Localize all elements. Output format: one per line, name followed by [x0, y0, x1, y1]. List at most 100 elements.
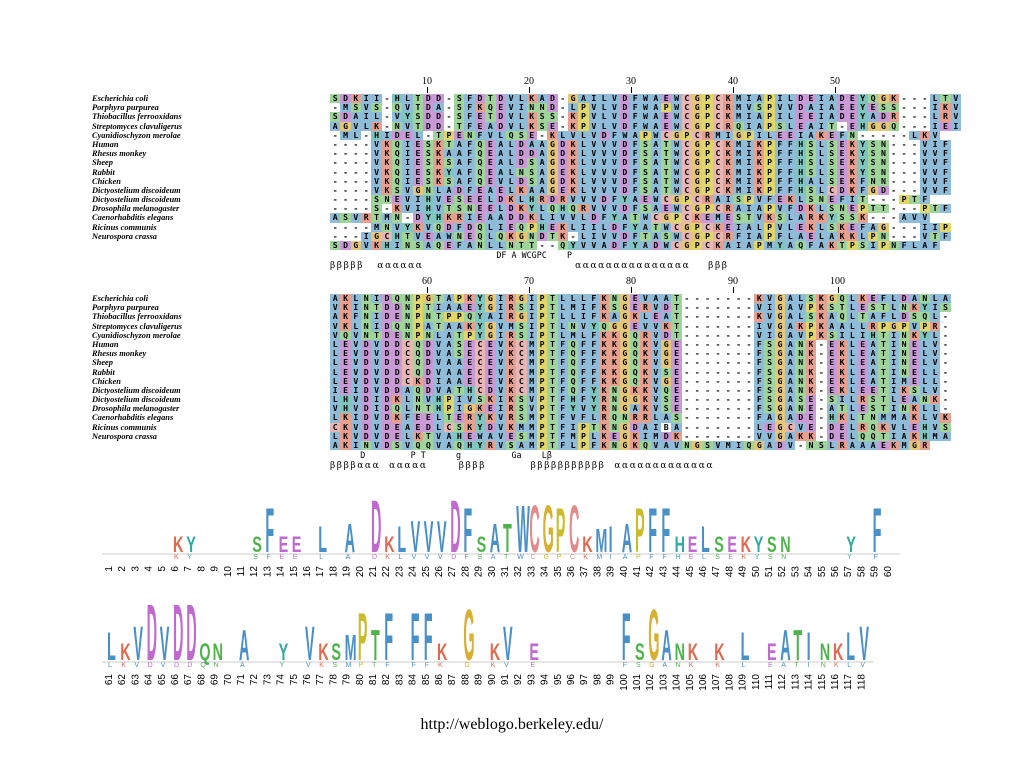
residue: D — [619, 231, 630, 242]
residue: E — [464, 431, 475, 442]
residue: F — [588, 348, 599, 359]
residue: - — [736, 293, 742, 303]
logo-position-label: 38 — [592, 566, 603, 578]
residue: V — [919, 213, 930, 223]
residue: W — [671, 121, 682, 131]
residue: E — [857, 358, 868, 368]
species-name: Neurospora crassa — [92, 231, 157, 241]
residue: I — [743, 148, 755, 159]
residue: G — [774, 404, 786, 414]
residue: D — [526, 148, 537, 159]
residue: I — [888, 330, 899, 340]
residue: P — [536, 330, 548, 340]
residue: - — [746, 384, 752, 395]
residue: - — [943, 329, 948, 340]
residue: A — [754, 231, 765, 242]
residue: C — [681, 167, 693, 177]
residue: E — [795, 112, 806, 122]
residue: L — [929, 112, 941, 122]
residue: A — [640, 240, 651, 251]
residue: P — [536, 293, 548, 304]
residue: - — [901, 184, 907, 195]
logo-position-label: 80 — [355, 674, 366, 686]
residue: V — [598, 231, 610, 242]
residue: Y — [619, 194, 630, 205]
residue: E — [454, 130, 465, 140]
residue: S — [443, 158, 455, 168]
residue: - — [901, 157, 907, 168]
residue: A — [485, 312, 496, 322]
residue: F — [857, 185, 868, 196]
residue: L — [785, 121, 796, 131]
residue: G — [774, 376, 786, 386]
residue: I — [392, 240, 403, 251]
residue: P — [443, 130, 455, 140]
residue: - — [891, 148, 897, 159]
logo-minor-letter: I — [610, 554, 612, 561]
residue: C — [681, 231, 693, 242]
position-ruler-1: 10 20 30 40 50 — [92, 76, 961, 94]
residue: T — [433, 312, 444, 322]
residue: L — [495, 204, 506, 214]
residue: D — [474, 93, 486, 104]
residue: G — [692, 93, 703, 104]
logo-letter: K — [714, 639, 725, 666]
species-name: Dictyostelium discoideum — [92, 185, 181, 195]
logo-position-label: 53 — [790, 566, 801, 578]
residue: E — [557, 185, 568, 196]
residue: G — [774, 348, 786, 359]
residue: A — [330, 440, 341, 451]
residue: C — [712, 139, 724, 150]
residue: K — [381, 139, 393, 150]
residue: I — [929, 102, 941, 113]
residue: G — [692, 139, 703, 150]
residue: - — [922, 120, 928, 131]
residue: D — [381, 431, 393, 442]
alignment-row: Ricinus communis C K V D V D E A E D L C S K Y D V K M M P T F I… — [92, 422, 951, 432]
residue: K — [567, 158, 579, 168]
residue: L — [330, 348, 341, 359]
residue: D — [661, 431, 672, 442]
residue: F — [940, 176, 951, 186]
residue: V — [774, 102, 786, 113]
residue: F — [857, 176, 868, 186]
residue: C — [474, 358, 486, 368]
residue: R — [505, 413, 517, 423]
residue: A — [795, 231, 806, 242]
logo-position-label: 71 — [236, 674, 247, 686]
residue: Q — [474, 231, 486, 242]
residue: L — [919, 385, 930, 396]
logo-minor-letter: V — [306, 662, 311, 669]
residue: P — [443, 404, 455, 414]
residue: G — [692, 231, 703, 242]
residue: D — [381, 394, 393, 405]
residue: - — [911, 203, 917, 214]
residue: L — [402, 394, 413, 405]
residue: Q — [505, 130, 517, 140]
residue: K — [754, 293, 765, 304]
residue: E — [909, 339, 920, 350]
residue: S — [661, 394, 672, 405]
residue: V — [371, 367, 382, 377]
logo-letter: S — [477, 532, 487, 557]
logo-minor-letter: Y — [280, 662, 285, 669]
residue: V — [371, 339, 382, 350]
residue: S — [826, 222, 837, 232]
logo-minor-letter: Y — [755, 554, 760, 561]
residue: - — [746, 375, 752, 386]
residue: K — [940, 102, 951, 113]
residue: K — [805, 204, 817, 214]
residue: V — [929, 385, 941, 396]
residue: L — [816, 185, 827, 196]
residue: D — [795, 413, 806, 423]
residue: E — [661, 93, 672, 104]
residue: F — [619, 222, 630, 232]
residue: P — [702, 112, 713, 122]
residue: V — [505, 121, 517, 131]
residue: L — [847, 348, 858, 359]
residue: T — [836, 404, 848, 414]
residue: F — [785, 176, 796, 186]
residue: I — [723, 194, 734, 205]
